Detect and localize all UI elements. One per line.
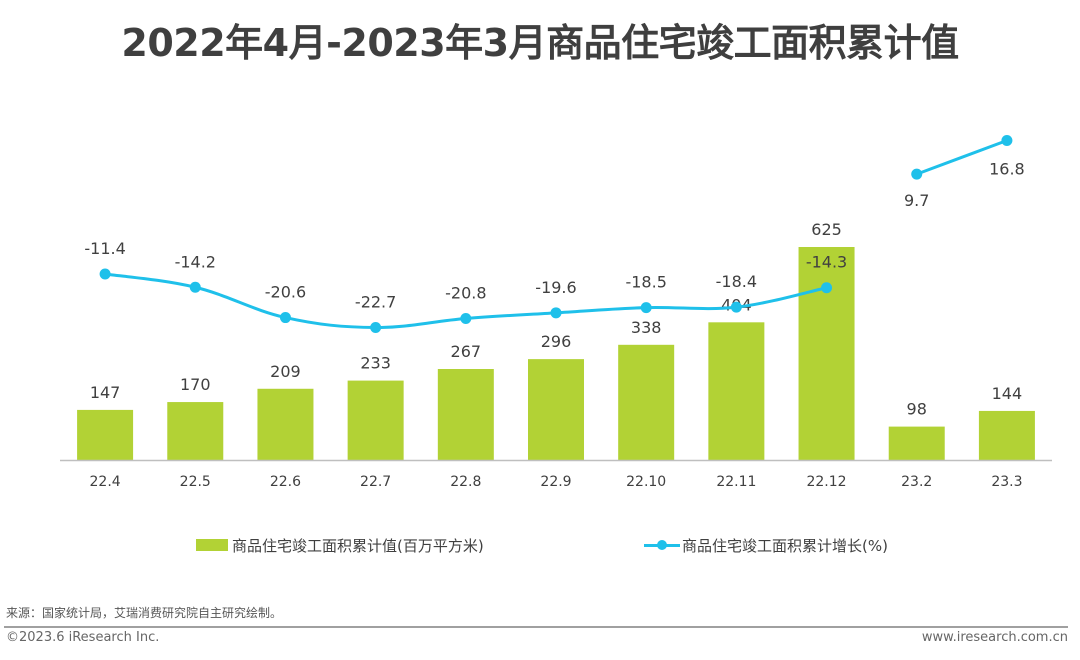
legend-bar: 商品住宅竣工面积累计值(百万平方米) [196,532,484,558]
growth-point [99,268,111,280]
growth-value-label: -18.5 [625,273,666,292]
bar-value-label: 147 [90,383,121,402]
line-points [99,135,1013,333]
legend-line: 商品住宅竣工面积累计增长(%) [644,532,888,558]
x-tick-label: 22.11 [716,474,756,490]
growth-value-label: -22.7 [355,293,396,312]
bar [708,322,765,460]
x-tick-label: 22.9 [540,474,571,490]
bar [888,426,945,460]
growth-point [189,281,201,293]
bar [77,409,134,460]
x-tick-label: 23.2 [901,474,932,490]
bar-series [77,247,1035,460]
bar [528,359,584,460]
legend-line-label: 商品住宅竣工面积累计增长(%) [682,536,888,555]
growth-value-label: -18.4 [716,272,757,291]
bar [798,247,855,460]
growth-point [911,168,923,180]
growth-value-label: -20.8 [445,284,486,303]
growth-value-label: -11.4 [84,239,125,258]
growth-point [1001,135,1013,146]
growth-value-label: -14.3 [806,253,847,272]
source-note: 来源：国家统计局，艾瑞消费研究院自主研究绘制。 [6,606,283,620]
growth-value-label: 9.7 [904,191,929,210]
legend-bar-label: 商品住宅竣工面积累计值(百万平方米) [232,536,484,555]
growth-value-label: -20.6 [265,283,306,302]
bar-value-label: 233 [360,354,391,373]
bar-value-label: 296 [541,332,572,351]
copyright-text: ©2023.6 iResearch Inc. [6,630,160,645]
bar [167,402,224,460]
bar-value-label: 625 [811,220,842,239]
bar-data-labels: 14717020923326729633840462598144 [90,220,1022,419]
chart-canvas: 22.4 22.5 22.6 22.7 22.8 22.9 22.10 22.11 22.12 2… [60,135,1052,490]
bar [257,388,314,460]
growth-value-label: -19.6 [535,278,576,297]
x-tick-label: 22.6 [270,474,301,490]
growth-line-segment [916,139,1008,176]
bar-value-label: 267 [451,342,482,361]
line-series [104,139,1008,330]
growth-point [730,301,742,313]
bar [618,344,675,460]
growth-point [460,313,472,325]
x-tick-label: 22.12 [806,474,846,490]
legend-bar-swatch [196,539,228,551]
footer-divider [4,626,1068,628]
x-tick-label: 22.5 [180,474,211,490]
growth-value-label: -14.2 [175,252,216,271]
x-tick-label: 22.10 [626,474,666,490]
bar-value-label: 338 [631,318,662,337]
legend-line-swatch [644,539,680,551]
growth-value-label: 16.8 [989,160,1025,179]
bar [437,369,494,460]
growth-point [550,307,562,319]
bar-value-label: 170 [180,375,211,394]
x-tick-label: 22.4 [90,474,121,490]
chart-title: 2022年4月-2023年3月商品住宅竣工面积累计值 [121,21,959,65]
growth-point [821,282,833,294]
website-link[interactable]: www.iresearch.com.cn [921,630,1068,645]
bar-value-label: 144 [992,384,1023,403]
bar-value-label: 209 [270,362,301,381]
x-tick-label: 22.7 [360,474,391,490]
x-tick-label: 23.3 [991,474,1022,490]
x-axis-tick-labels: 22.4 22.5 22.6 22.7 22.8 22.9 22.10 22.11 22.12 2… [90,474,1023,490]
bar-value-label: 98 [907,400,927,419]
bar [978,410,1035,460]
bar [347,380,404,460]
growth-point [370,322,382,333]
growth-point [279,312,291,324]
growth-point [640,302,652,314]
line-data-labels: -11.4 -14.2 -20.6 -22.7 -20.8 -19.6 -18.5 -18.4… [84,160,1024,312]
x-tick-label: 22.8 [450,474,481,490]
